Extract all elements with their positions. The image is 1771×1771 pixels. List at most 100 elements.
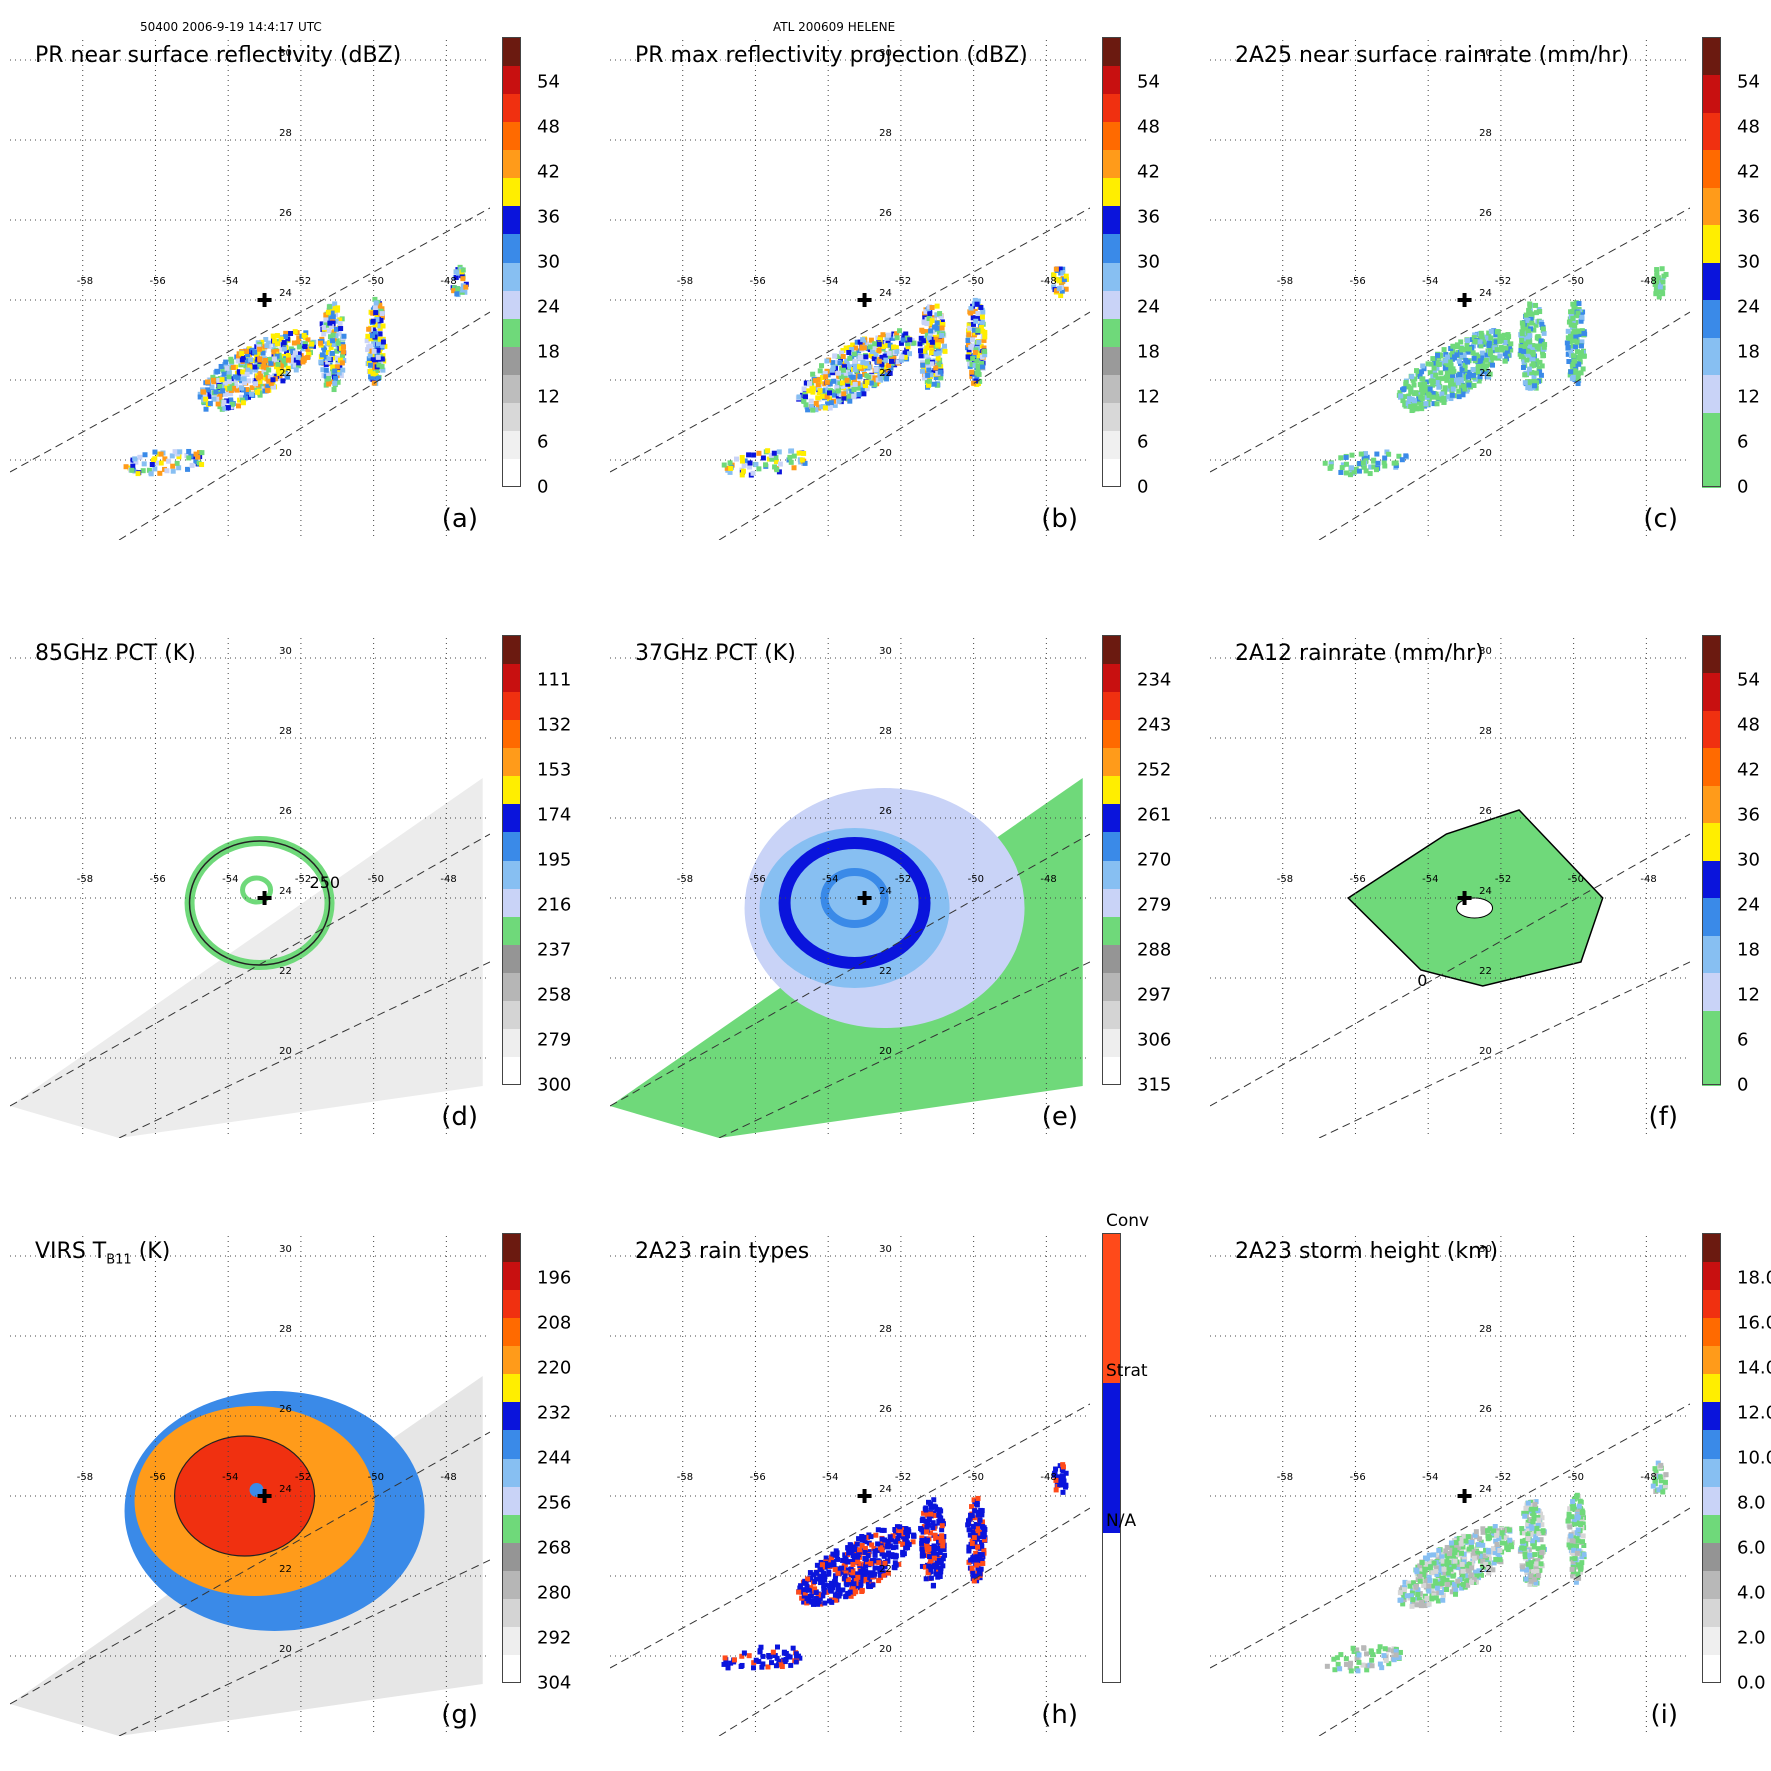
precip-pixel: [328, 379, 334, 385]
precip-pixel: [801, 1599, 807, 1605]
precip-pixel: [805, 407, 811, 413]
colorbar-segment: [1102, 719, 1121, 748]
colorbar-segment: [502, 1289, 521, 1318]
colorbar-segment: [1102, 1056, 1121, 1086]
precip-pixel: [1539, 1515, 1545, 1521]
precip-pixel: [826, 1558, 832, 1564]
precip-pixel: [1385, 1647, 1391, 1653]
precip-pixel: [824, 394, 830, 400]
precip-pixel: [1525, 317, 1531, 323]
colorbar-tick-label: 132: [537, 714, 572, 736]
precip-pixel: [1439, 360, 1445, 366]
longitude-tick-label: -50: [1568, 276, 1584, 287]
precip-pixel: [375, 347, 381, 353]
precip-pixel: [977, 378, 983, 384]
precip-pixel: [871, 344, 877, 350]
precip-pixel: [971, 380, 977, 386]
precip-pixel: [978, 304, 984, 310]
precip-pixel: [1422, 1579, 1428, 1585]
precip-pixel: [939, 325, 945, 331]
panel-letter: (d): [441, 1102, 478, 1132]
precip-pixel: [1369, 1663, 1375, 1669]
precip-pixel: [931, 1563, 937, 1569]
precip-pixel: [919, 1537, 925, 1543]
precip-pixel: [205, 387, 211, 393]
precip-pixel: [1528, 1502, 1534, 1508]
precip-pixel: [1412, 376, 1418, 382]
precip-pixel: [1460, 1568, 1466, 1574]
precip-pixel: [293, 367, 299, 373]
colorbar: 0 6 12 18 24 30 36 42 48 54: [1702, 635, 1760, 1096]
precip-pixel: [1570, 362, 1576, 368]
swath-edge-line: [118, 1559, 490, 1736]
colorbar-segment: [502, 290, 521, 319]
precip-pixel: [1533, 1505, 1539, 1511]
precip-pixel: [1393, 460, 1399, 466]
precip-pixel: [816, 1599, 822, 1605]
precip-pixel: [1417, 1591, 1423, 1597]
precip-pixel: [133, 459, 139, 465]
colorbar-segment: [502, 747, 521, 777]
precip-pixel: [936, 1539, 942, 1545]
colorbar-segment: [502, 1373, 521, 1403]
precip-pixel: [978, 343, 984, 349]
precip-pixel: [291, 340, 297, 346]
precip-pixel: [330, 338, 336, 344]
precip-pixel: [1456, 394, 1462, 400]
precip-pixel: [1444, 377, 1450, 383]
precip-pixel: [809, 385, 815, 391]
colorbar-tick-label: Strat: [1106, 1361, 1148, 1381]
precip-pixel: [253, 381, 259, 387]
precip-pixel: [1539, 322, 1545, 328]
precip-pixel: [1457, 1561, 1463, 1567]
precip-pixel: [123, 464, 129, 470]
precip-pixel: [1445, 394, 1451, 400]
precip-pixel: [243, 363, 249, 369]
latitude-tick-label: 24: [279, 1484, 292, 1495]
precip-pixel: [925, 382, 931, 388]
precip-pixel: [1442, 389, 1448, 395]
map-grid: [610, 1236, 1090, 1736]
precip-pixel: [1343, 1656, 1349, 1662]
precip-pixel: [746, 1653, 752, 1659]
colorbar-tick-label: 297: [1137, 984, 1172, 1006]
colorbar-frame: [502, 635, 521, 1085]
panel-title: VIRS TB11 (K): [35, 1239, 170, 1267]
precip-pixel: [940, 322, 946, 328]
map-plot: -58 -56 -54 -52 -50 -48 30 28 26 24 22 20 PR near su…: [10, 40, 490, 540]
precip-pixel: [1533, 1580, 1539, 1586]
precip-pixel: [285, 365, 291, 371]
precip-pixel: [876, 1560, 882, 1566]
precip-pixel: [265, 340, 271, 346]
precip-pixel: [451, 288, 457, 294]
colorbar-tick-label: 14.0: [1737, 1357, 1771, 1379]
precip-pixel: [965, 337, 971, 343]
latitude-tick-label: 30: [879, 646, 892, 657]
precip-pixel: [1475, 354, 1481, 360]
precip-pixel: [1358, 451, 1364, 457]
precip-pixel: [1493, 1556, 1499, 1562]
swath-edge-line: [718, 311, 1090, 540]
precip-pixel: [1430, 382, 1436, 388]
precip-pixel: [206, 389, 212, 395]
precip-pixel: [1472, 1532, 1478, 1538]
precip-pixel: [1455, 380, 1461, 386]
precip-pixel: [939, 1533, 945, 1539]
colorbar-tick-label: 54: [537, 71, 560, 93]
precip-pixel: [940, 1543, 946, 1549]
colorbar-tick-label: 232: [537, 1402, 572, 1424]
precip-pixel: [891, 1564, 897, 1570]
precip-pixel: [1530, 349, 1536, 355]
precip-pixel: [1497, 1547, 1503, 1553]
precip-pixel: [777, 461, 783, 467]
precip-pixel: [1502, 351, 1508, 357]
precip-pixel: [1564, 340, 1570, 346]
precip-pixel: [1530, 1529, 1536, 1535]
precip-pixel: [942, 1552, 948, 1558]
precip-pixel: [176, 454, 182, 460]
precip-pixel: [808, 1593, 814, 1599]
precip-pixel: [919, 1546, 925, 1552]
colorbar-segment: [1702, 1401, 1721, 1431]
precip-pixel: [1532, 378, 1538, 384]
precip-pixel: [1571, 1530, 1577, 1536]
